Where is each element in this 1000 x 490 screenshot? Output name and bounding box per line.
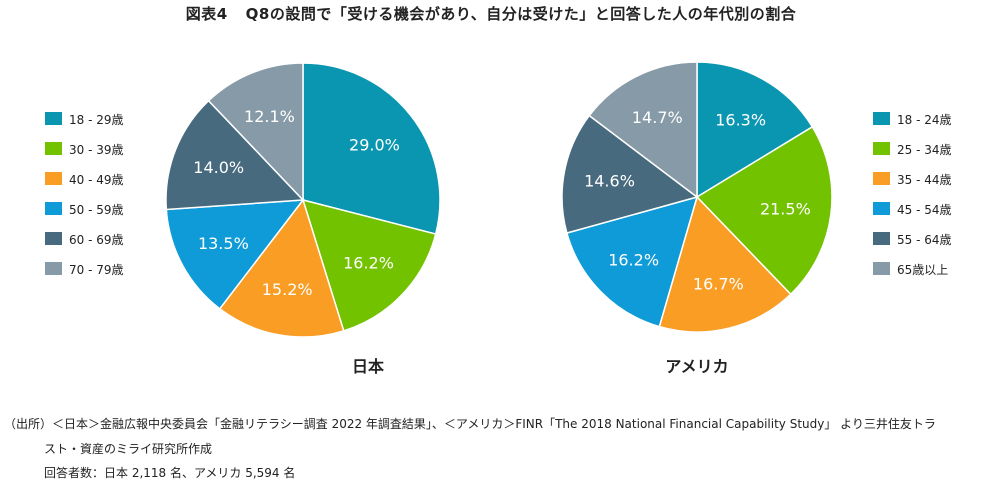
data-label: 14.0% [193, 158, 244, 177]
legend-swatch [45, 232, 62, 245]
legend-swatch [45, 142, 62, 155]
pie-slice [302, 62, 441, 235]
legend-swatch [873, 142, 890, 155]
data-label: 21.5% [760, 199, 811, 218]
data-label: 16.2% [343, 253, 394, 272]
legend-swatch [873, 232, 890, 245]
legend-swatch [45, 172, 62, 185]
pie-slice [165, 199, 305, 310]
pie-slice [695, 125, 833, 296]
data-label: 14.7% [632, 108, 683, 127]
pie-slice [658, 195, 792, 333]
data-label: 15.2% [262, 280, 313, 299]
legend-swatch [45, 202, 62, 215]
legend-label: 45 - 54歳 [897, 203, 952, 217]
legend-label: 65歳以上 [897, 263, 948, 277]
legend-label: 35 - 44歳 [897, 173, 952, 187]
legend-label: 40 - 49歳 [69, 173, 124, 187]
pie-slice [588, 61, 698, 199]
figure-number: 図表4 [185, 5, 228, 23]
legend-label: 60 - 69歳 [69, 233, 124, 247]
legend-label: 18 - 29歳 [69, 113, 124, 127]
pie-slice [565, 195, 699, 328]
legend-swatch [873, 172, 890, 185]
pie-slice [218, 198, 345, 338]
legend-label: 50 - 59歳 [69, 203, 124, 217]
pie-slice [301, 198, 437, 332]
data-label: 16.2% [608, 251, 659, 270]
pie-slice [561, 114, 699, 234]
legend-label: 18 - 24歳 [897, 113, 952, 127]
pie-title: 日本 [352, 357, 384, 376]
legend-swatch [45, 262, 62, 275]
data-label: 13.5% [198, 234, 249, 253]
chart-title: 図表4 Q8の設問で「受ける機会があり、自分は受けた」と回答した人の年代別の割合 [0, 3, 1000, 24]
pie-slice [696, 61, 814, 199]
data-label: 12.1% [244, 107, 295, 126]
legend-swatch [45, 112, 62, 125]
source-note-cont: スト・資産のミライ研究所作成 [44, 442, 213, 456]
data-label: 16.7% [693, 275, 744, 294]
pie-slice [207, 62, 304, 202]
respondents-note: 回答者数：日本 2,118 名、アメリカ 5,594 名 [44, 466, 296, 480]
title-text: Q8の設問で「受ける機会があり、自分は受けた」と回答した人の年代別の割合 [245, 5, 797, 23]
pie-title: アメリカ [665, 357, 728, 376]
legend-label: 70 - 79歳 [69, 263, 124, 277]
legend-label: 55 - 64歳 [897, 233, 952, 247]
legend-swatch [873, 262, 890, 275]
data-label: 29.0% [349, 136, 400, 155]
legend-swatch [873, 202, 890, 215]
pie-charts: 29.0% 18 - 29歳 16.2% 30 - 39歳 15.2% 40 - 49歳 1… [45, 61, 952, 376]
legend-label: 30 - 39歳 [69, 143, 124, 157]
data-label: 14.6% [584, 171, 635, 190]
pie-slice [165, 99, 305, 211]
data-label: 16.3% [715, 110, 766, 129]
source-note: （出所）＜日本＞金融広報中央委員会「金融リテラシー調査 2022 年調査結果」、… [4, 417, 936, 431]
legend-swatch [873, 112, 890, 125]
legend-label: 25 - 34歳 [897, 143, 952, 157]
